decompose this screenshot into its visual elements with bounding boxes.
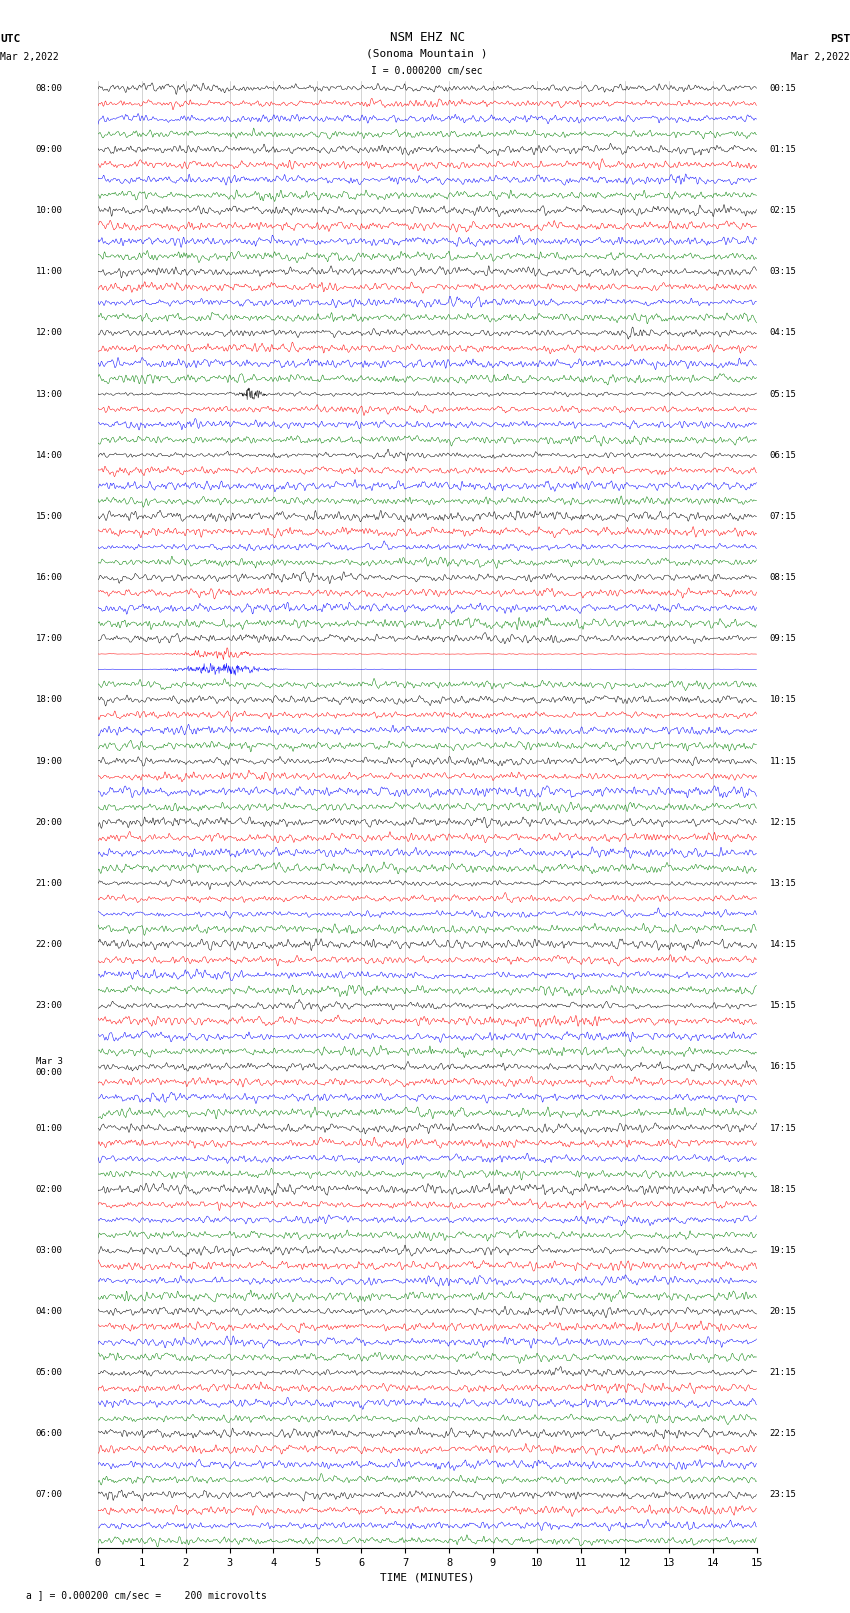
Text: 13:00: 13:00 — [36, 390, 63, 398]
Text: 01:15: 01:15 — [769, 145, 796, 153]
Text: 03:00: 03:00 — [36, 1245, 63, 1255]
Text: 07:15: 07:15 — [769, 511, 796, 521]
Text: 07:00: 07:00 — [36, 1490, 63, 1500]
Text: 00:15: 00:15 — [769, 84, 796, 94]
Text: 04:15: 04:15 — [769, 329, 796, 337]
Text: 03:15: 03:15 — [769, 268, 796, 276]
Text: 19:00: 19:00 — [36, 756, 63, 766]
Text: 08:15: 08:15 — [769, 573, 796, 582]
Text: 14:15: 14:15 — [769, 940, 796, 948]
Text: PST: PST — [830, 34, 850, 44]
Text: 16:15: 16:15 — [769, 1063, 796, 1071]
Text: 21:00: 21:00 — [36, 879, 63, 887]
Text: 01:00: 01:00 — [36, 1124, 63, 1132]
Text: 17:15: 17:15 — [769, 1124, 796, 1132]
Text: 20:00: 20:00 — [36, 818, 63, 827]
Text: 14:00: 14:00 — [36, 450, 63, 460]
Text: Mar 3
00:00: Mar 3 00:00 — [36, 1057, 63, 1076]
Text: (Sonoma Mountain ): (Sonoma Mountain ) — [366, 48, 488, 58]
Text: 10:15: 10:15 — [769, 695, 796, 705]
Text: 13:15: 13:15 — [769, 879, 796, 887]
Text: I = 0.000200 cm/sec: I = 0.000200 cm/sec — [371, 66, 483, 76]
Text: 12:15: 12:15 — [769, 818, 796, 827]
Text: 02:15: 02:15 — [769, 206, 796, 215]
Text: 04:00: 04:00 — [36, 1307, 63, 1316]
Text: 18:00: 18:00 — [36, 695, 63, 705]
Text: Mar 2,2022: Mar 2,2022 — [791, 52, 850, 61]
Text: 19:15: 19:15 — [769, 1245, 796, 1255]
Text: UTC: UTC — [0, 34, 20, 44]
Text: 06:15: 06:15 — [769, 450, 796, 460]
Text: 12:00: 12:00 — [36, 329, 63, 337]
Text: 02:00: 02:00 — [36, 1184, 63, 1194]
Text: 21:15: 21:15 — [769, 1368, 796, 1378]
Text: a ] = 0.000200 cm/sec =    200 microvolts: a ] = 0.000200 cm/sec = 200 microvolts — [26, 1590, 266, 1600]
Text: 16:00: 16:00 — [36, 573, 63, 582]
Text: 06:00: 06:00 — [36, 1429, 63, 1439]
Text: 15:15: 15:15 — [769, 1002, 796, 1010]
Text: 08:00: 08:00 — [36, 84, 63, 94]
Text: 22:00: 22:00 — [36, 940, 63, 948]
Text: 11:15: 11:15 — [769, 756, 796, 766]
Text: NSM EHZ NC: NSM EHZ NC — [389, 31, 465, 44]
Text: 09:00: 09:00 — [36, 145, 63, 153]
Text: 22:15: 22:15 — [769, 1429, 796, 1439]
Text: 17:00: 17:00 — [36, 634, 63, 644]
Text: 15:00: 15:00 — [36, 511, 63, 521]
Text: 11:00: 11:00 — [36, 268, 63, 276]
Text: 05:15: 05:15 — [769, 390, 796, 398]
Text: 20:15: 20:15 — [769, 1307, 796, 1316]
Text: 10:00: 10:00 — [36, 206, 63, 215]
Text: 05:00: 05:00 — [36, 1368, 63, 1378]
Text: Mar 2,2022: Mar 2,2022 — [0, 52, 59, 61]
X-axis label: TIME (MINUTES): TIME (MINUTES) — [380, 1573, 474, 1582]
Text: 23:15: 23:15 — [769, 1490, 796, 1500]
Text: 09:15: 09:15 — [769, 634, 796, 644]
Text: 23:00: 23:00 — [36, 1002, 63, 1010]
Text: 18:15: 18:15 — [769, 1184, 796, 1194]
